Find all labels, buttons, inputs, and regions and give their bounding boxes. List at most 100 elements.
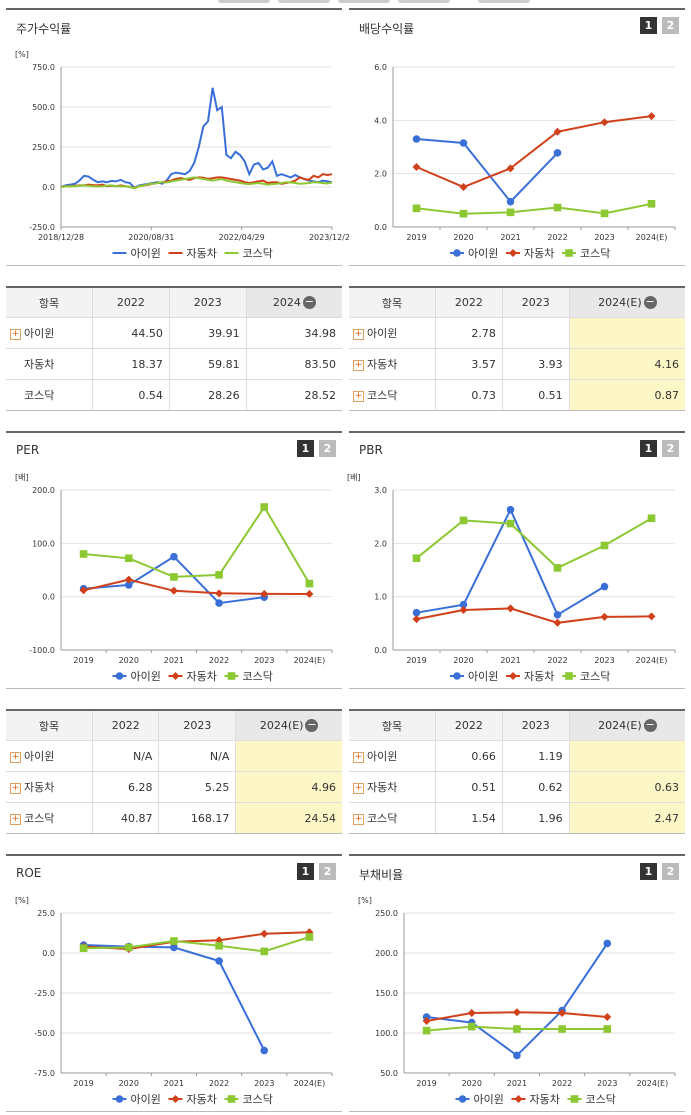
legend-label: 아이윈 (131, 246, 161, 260)
panel-title: PER (16, 443, 40, 457)
point-marker (115, 672, 124, 680)
point-marker (412, 163, 421, 171)
row-label-cell: 코스닥 (6, 379, 93, 411)
chart-pbr: [배] 3.0 2.0 1.0 0.0 2019 2020 2021 2022 2023 2024(… (347, 473, 676, 683)
row-label: 코스닥 (24, 389, 55, 402)
row-label: 자동차 (367, 781, 398, 794)
collapse-icon[interactable]: − (302, 295, 316, 310)
point-marker (124, 943, 133, 952)
panel-dividend-yield: 배당수익률 1 2 6.0 4.0 2.0 0.0 2019 2020 2021 2022 20… (349, 8, 685, 266)
column-header-label: 항목 (38, 719, 60, 733)
row-label: 자동차 (24, 781, 55, 794)
page-button-2[interactable]: 2 (662, 440, 679, 457)
expand-plus-icon[interactable]: + (10, 782, 21, 794)
column-header-label: 2023 (521, 719, 550, 732)
chart-debt-ratio: [%]250.0 200.0 150.0 100.0 50.0 2019 2020 2021 2… (358, 896, 676, 1106)
page-button-1[interactable]: 1 (640, 17, 657, 34)
page-button-1[interactable]: 1 (297, 440, 314, 457)
x-tick-label: 2019 (73, 656, 93, 665)
column-header: 항목 (349, 709, 436, 741)
y-tick-label: 2.0 (374, 539, 387, 548)
page-button-2[interactable]: 2 (319, 440, 336, 457)
value-cell (501, 317, 570, 349)
column-header: 2022 (435, 286, 503, 318)
column-header-label: 2022 (454, 719, 483, 732)
y-tick-label: 500.0 (32, 103, 55, 112)
series-line (426, 942, 609, 1057)
expand-plus-icon[interactable]: + (353, 328, 364, 340)
column-header: 항목 (349, 286, 436, 318)
row-label: 아이윈 (367, 327, 398, 340)
column-header-label: 항목 (38, 296, 60, 310)
expand-plus-icon[interactable]: + (353, 390, 364, 402)
x-tick-label: 2021 (507, 1079, 527, 1088)
x-tick-label: 2020 (119, 1079, 139, 1088)
value-cell: 39.91 (168, 317, 247, 349)
point-marker (260, 1046, 269, 1055)
y-tick-label: -50.0 (34, 1029, 55, 1038)
column-header-label: 2022 (111, 719, 140, 732)
series-line (416, 115, 652, 189)
series-line (83, 578, 310, 595)
column-header-label: 2024 (272, 295, 301, 309)
panel-title: 부채비율 (359, 868, 404, 882)
expand-plus-icon[interactable]: + (10, 813, 21, 825)
column-header: 항목 (6, 709, 93, 741)
page-button-2[interactable]: 2 (319, 863, 336, 880)
page-button-1[interactable]: 1 (297, 863, 314, 880)
point-marker (305, 928, 314, 937)
collapse-icon[interactable]: − (643, 295, 657, 310)
value-cell: 168.17 (158, 802, 236, 834)
point-marker (513, 1051, 521, 1060)
series-line (83, 936, 310, 953)
point-marker (603, 939, 612, 948)
page-button-2[interactable]: 2 (662, 863, 679, 880)
legend-label: 자동차 (524, 670, 554, 683)
x-tick-label: 2021 (500, 233, 520, 242)
expand-plus-icon[interactable]: + (10, 328, 21, 340)
point-marker (600, 541, 609, 550)
y-tick-label: 4.0 (374, 116, 387, 125)
panel-pbr: PBR 1 2 [배] 3.0 2.0 1.0 0.0 2019 2020 2021 2022 2… (347, 431, 685, 689)
point-marker (171, 1095, 180, 1103)
y-tick-label: 25.0 (37, 909, 55, 918)
page-button-1[interactable]: 1 (640, 440, 657, 457)
point-marker (459, 183, 468, 191)
column-header-label: 2024(E) (598, 295, 642, 309)
expand-plus-icon[interactable]: + (353, 813, 364, 825)
point-marker (647, 200, 656, 208)
point-marker (422, 1017, 431, 1025)
column-header: 2023 (501, 286, 570, 318)
point-marker (603, 1013, 612, 1021)
column-header: 2024(E) − (568, 709, 685, 741)
y-tick-label: 100.0 (375, 1029, 398, 1038)
x-tick-label: 2018/12/28 (38, 233, 84, 242)
expand-plus-icon[interactable]: + (353, 751, 364, 763)
collapse-icon[interactable]: − (305, 718, 319, 733)
panel-title: ROE (16, 866, 42, 880)
point-marker (506, 197, 515, 206)
column-header: 2022 (92, 286, 170, 318)
point-marker (169, 586, 178, 595)
value-cell: N/A (91, 740, 159, 772)
y-tick-label: 2.0 (374, 170, 387, 179)
value-cell: 0.51 (501, 379, 570, 411)
row-label-cell: + 자동차 (6, 771, 93, 803)
page-button-2[interactable]: 2 (662, 17, 679, 34)
x-tick-label: 2020 (453, 233, 473, 242)
expand-plus-icon[interactable]: + (353, 359, 364, 371)
x-tick-label: 2020 (462, 1079, 482, 1088)
legend-label: 자동차 (530, 1093, 560, 1106)
legend-label: 아이윈 (468, 669, 498, 683)
x-tick-label: 2020 (453, 656, 473, 665)
expand-plus-icon[interactable]: + (353, 782, 364, 794)
series-line (83, 944, 266, 1052)
table-row: + 아이윈 N/A N/A (6, 740, 342, 772)
page-button-1[interactable]: 1 (640, 863, 657, 880)
value-cell: 83.50 (245, 348, 342, 380)
value-cell (568, 740, 685, 772)
panel-debt-ratio: 부채비율 1 2 [%] 250.0 200.0 150.0 100.0 50.0 2019… (349, 854, 685, 1112)
top-strip (0, 0, 691, 6)
expand-plus-icon[interactable]: + (10, 751, 21, 763)
collapse-icon[interactable]: − (643, 718, 657, 733)
